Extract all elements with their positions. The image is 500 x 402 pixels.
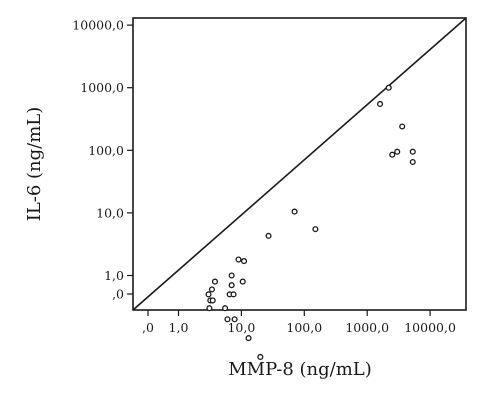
data-point [209,297,216,304]
x-tick-label: 1000,0 [345,320,389,335]
data-point [385,84,392,91]
data-point [389,151,396,158]
y-axis-title: IL-6 (ng/mL) [24,107,45,222]
data-point [224,316,231,323]
x-tick-label: ,0 [142,320,154,335]
data-point [265,232,272,239]
y-axis: ,0 1,0 10,0 100,0 1000,0 10000,0 [72,18,133,302]
data-points [205,84,416,360]
data-point [409,148,416,155]
data-point [409,158,416,166]
data-point [205,291,212,298]
data-point [211,278,219,285]
data-point [312,226,319,233]
data-point [245,335,252,342]
y-tick-label: 10,0 [96,205,124,220]
data-point [291,208,298,215]
y-tick-label: ,0 [112,287,124,302]
data-point [399,123,406,130]
data-point [235,256,242,263]
x-tick-label: 1,0 [169,320,189,335]
x-tick-label: 100,0 [286,320,322,335]
x-axis-title: MMP-8 (ng/mL) [228,359,372,380]
data-point [376,100,384,108]
identity-reference-line [132,17,467,311]
y-tick-label: 10000,0 [72,18,124,33]
y-tick-label: 1,0 [104,268,124,283]
data-point [228,282,235,289]
data-point [257,353,264,360]
y-tick-label: 100,0 [88,143,124,158]
data-point [231,316,238,323]
data-point [222,305,229,312]
data-point [239,278,246,285]
x-tick-label: 10,0 [227,320,255,335]
data-point [208,286,215,293]
x-tick-label: 10000,0 [404,320,456,335]
data-point [394,148,401,155]
x-axis: ,0 1,0 10,0 100,0 1000,0 10000,0 [142,310,456,335]
data-point [206,305,213,312]
y-tick-label: 1000,0 [80,80,124,95]
data-point [230,291,237,298]
data-point [228,272,235,279]
data-point [240,258,248,265]
